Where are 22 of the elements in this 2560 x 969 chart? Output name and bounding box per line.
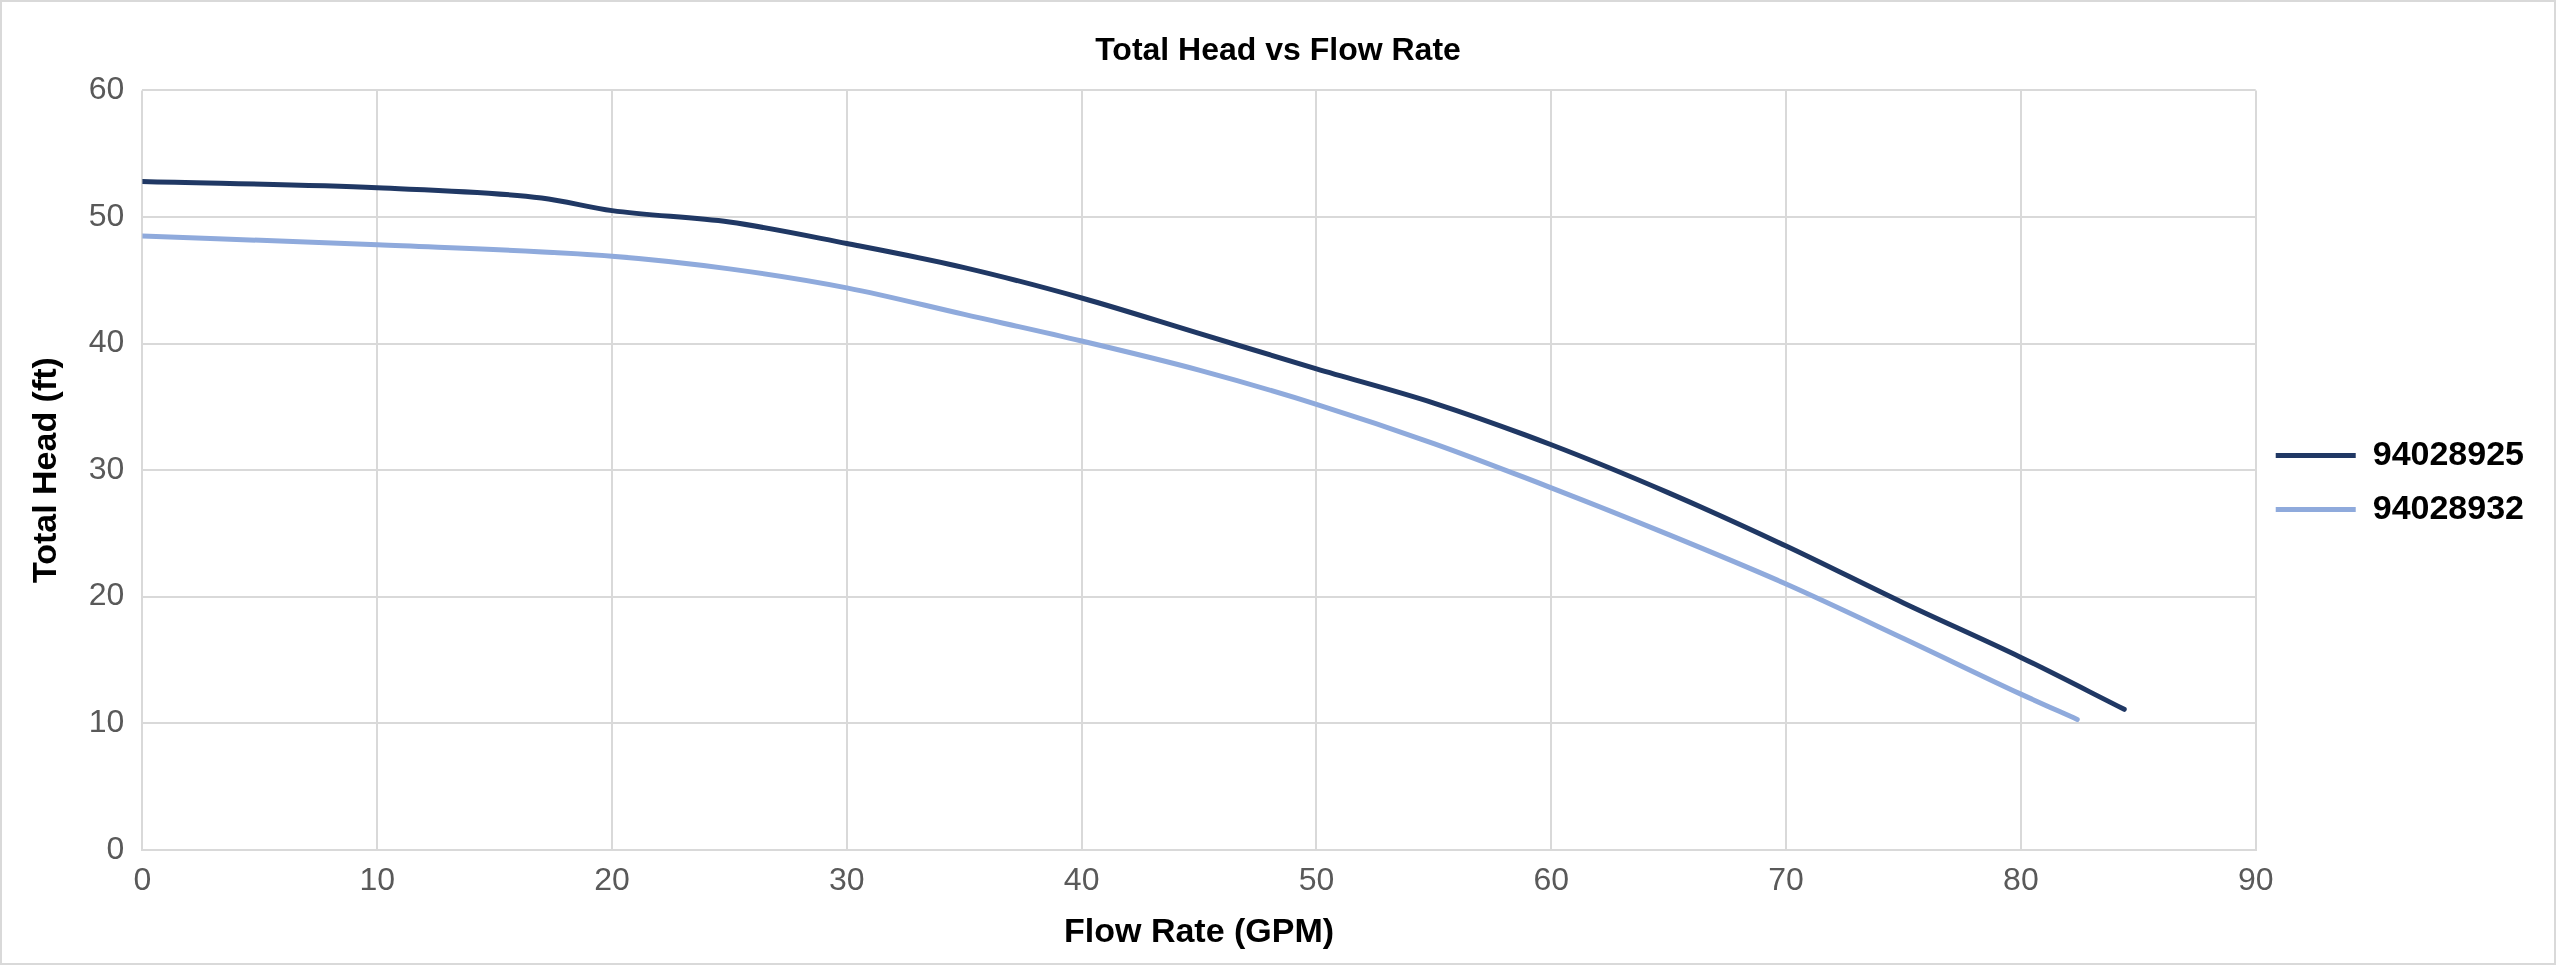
y-axis-title: Total Head (ft) [24,357,63,584]
y-tick-label: 40 [88,323,125,360]
y-tick-label: 50 [88,196,125,233]
x-tick-label: 80 [2003,860,2039,897]
x-tick-label: 70 [1768,860,1804,897]
y-tick-label: 30 [88,449,125,486]
legend-label: 94028932 [2372,487,2525,526]
y-tick-label: 60 [88,70,125,107]
x-tick-label: 10 [359,860,396,897]
y-tick-label: 20 [88,576,125,613]
x-tick-label: 0 [133,860,152,897]
x-tick-label: 60 [1533,860,1570,897]
x-tick-label: 20 [594,860,630,897]
legend-label: 94028925 [2372,433,2525,472]
y-tick-label: 10 [88,703,125,740]
x-tick-label: 40 [1063,860,1100,897]
x-tick-label: 50 [1298,860,1335,897]
x-tick-label: 90 [2237,860,2274,897]
x-axis-title: Flow Rate (GPM) [1064,910,1335,949]
x-tick-label: 30 [829,860,865,897]
y-tick-label: 0 [106,829,125,866]
chart-title: Total Head vs Flow Rate [1095,31,1461,68]
